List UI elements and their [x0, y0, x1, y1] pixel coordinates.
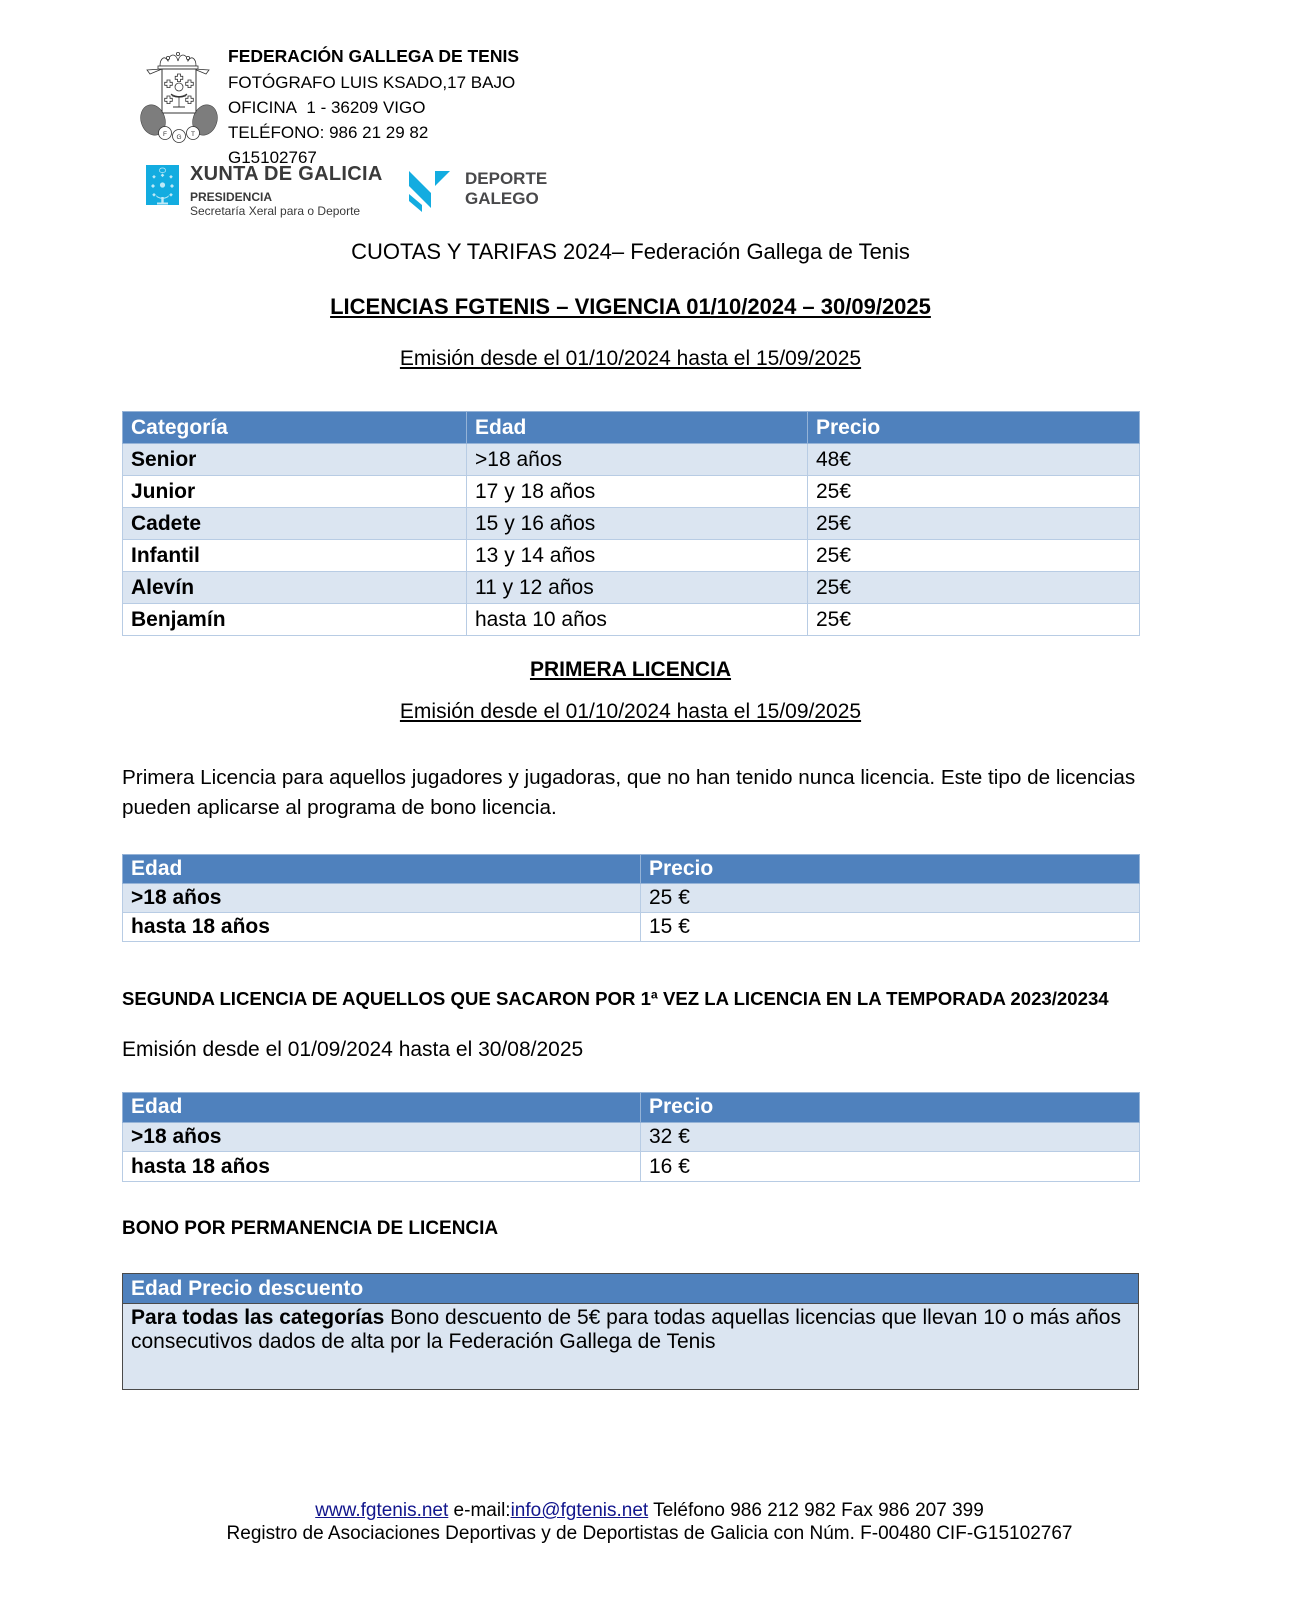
svg-text:T: T	[191, 131, 195, 138]
svg-text:F: F	[163, 131, 167, 138]
svg-text:G: G	[176, 134, 181, 141]
